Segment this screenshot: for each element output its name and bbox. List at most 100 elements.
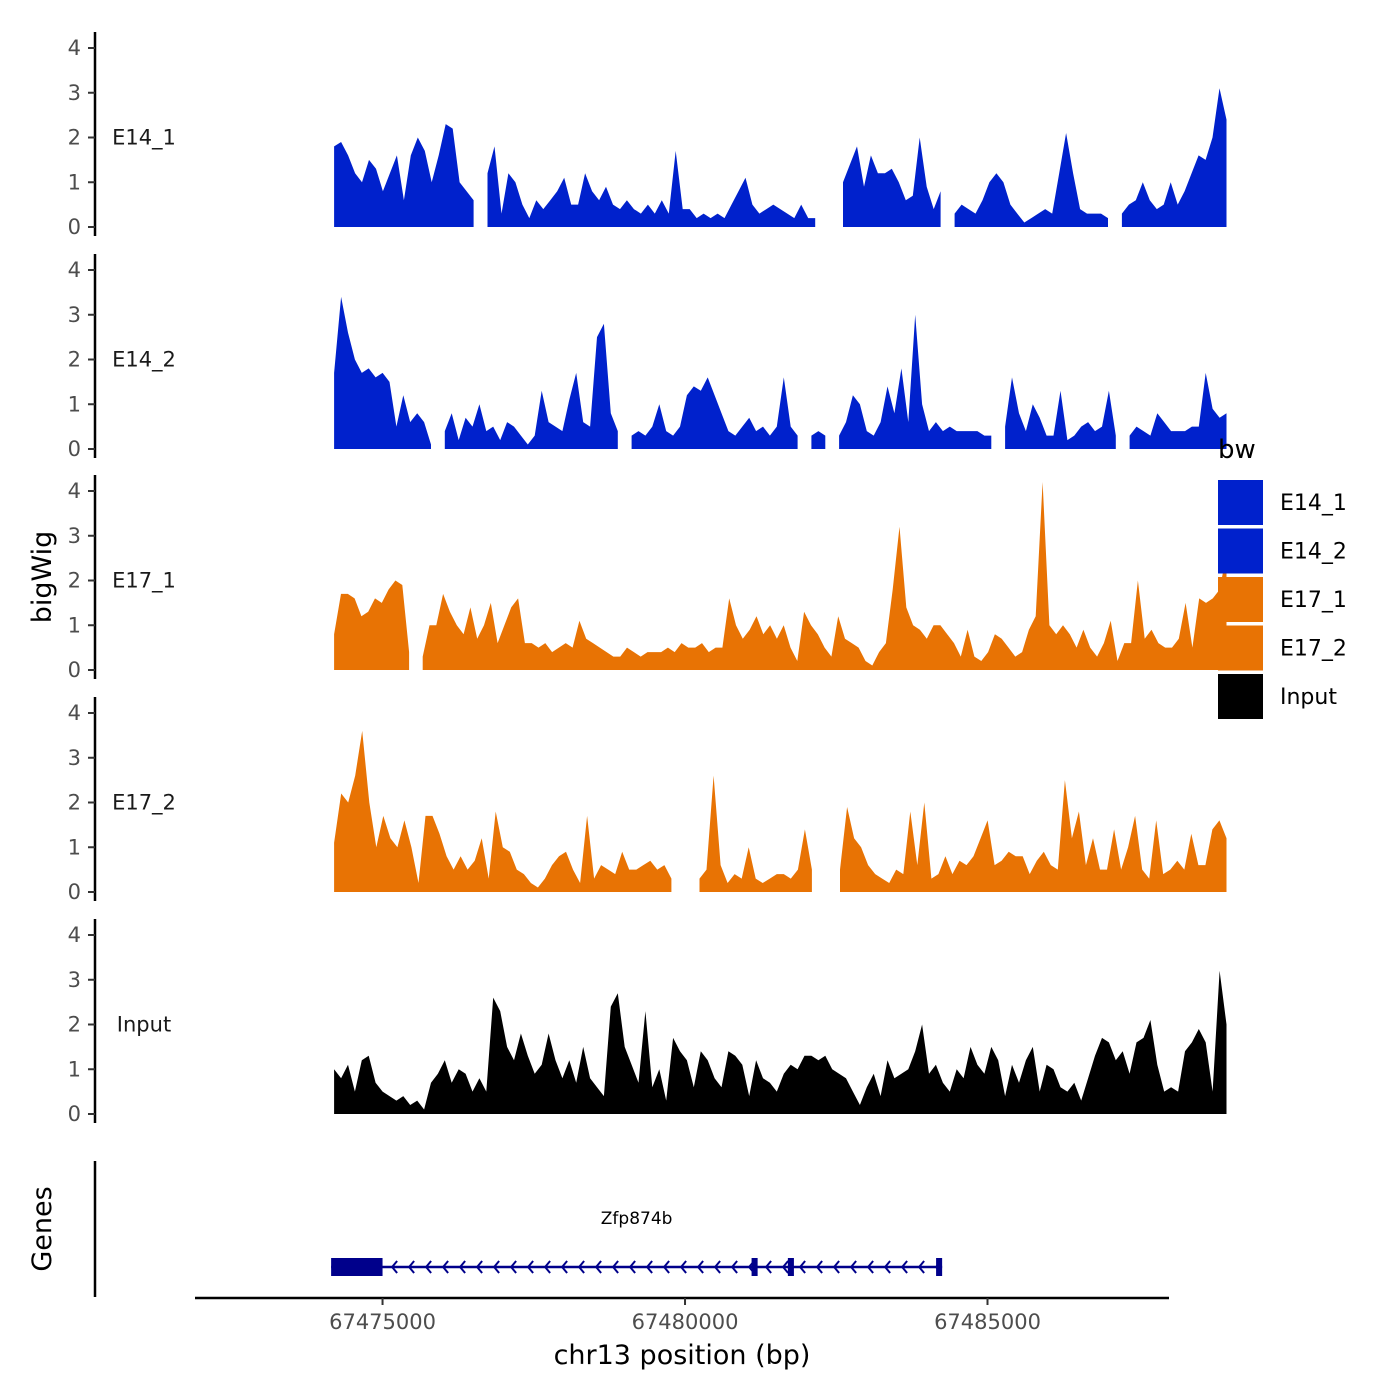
area-E14_2 — [631, 377, 798, 449]
track-E14_1: 0 1 2 3 4 E14_1 — [68, 32, 1227, 239]
strand-arrow — [560, 1260, 568, 1274]
area-E14_1 — [487, 146, 816, 227]
track-Input: 0 1 2 3 4 Input — [68, 919, 1227, 1126]
area-E14_1 — [1121, 88, 1227, 227]
area-E14_2 — [1005, 377, 1116, 449]
strand-arrow — [509, 1260, 517, 1274]
strand-arrow — [475, 1260, 483, 1274]
y-tick-label: 0 — [68, 437, 81, 461]
strand-arrow — [458, 1260, 466, 1274]
strand-arrow — [543, 1260, 551, 1274]
strand-arrow — [696, 1260, 704, 1274]
tracks-area: 0 1 2 3 4 E14_1 0 1 2 3 4 E14_2 0 1 2 3 4 E17_1 0 1 2 3 4 E17_2… — [68, 32, 1227, 1126]
area-E14_1 — [334, 124, 474, 227]
genes-track: Zfp874b — [93, 1161, 943, 1297]
strand-arrow — [730, 1260, 738, 1274]
y-tick-label: 3 — [68, 746, 81, 770]
legend-label-Input: Input — [1280, 685, 1337, 710]
y-tick-label: 4 — [68, 258, 81, 282]
area-E14_1 — [843, 137, 941, 227]
track-label-E14_1: E14_1 — [112, 126, 176, 151]
legend-label-E14_2: E14_2 — [1280, 540, 1347, 565]
area-E17_1 — [334, 580, 410, 670]
y-tick-label: 2 — [68, 791, 81, 815]
legend-key-Input — [1218, 674, 1263, 719]
y-tick-label: 1 — [68, 392, 81, 416]
x-tick-label: 67480000 — [632, 1310, 739, 1334]
legend-key-E17_2 — [1218, 625, 1263, 671]
y-tick-label: 4 — [68, 923, 81, 947]
strand-arrow — [441, 1260, 449, 1274]
y-tick-label: 1 — [68, 835, 81, 859]
y-tick-label: 0 — [68, 215, 81, 239]
gene-exon — [787, 1258, 794, 1276]
area-E14_2 — [334, 296, 431, 449]
strand-arrow — [407, 1260, 415, 1274]
y-tick-label: 4 — [68, 36, 81, 60]
strand-arrow — [815, 1260, 823, 1274]
strand-arrow — [628, 1260, 636, 1274]
area-E14_2 — [811, 431, 826, 449]
gene-label: Zfp874b — [601, 1209, 673, 1229]
gene-exon — [936, 1258, 943, 1276]
y-tick-label: 4 — [68, 701, 81, 725]
area-E14_2 — [1129, 372, 1227, 449]
track-label-Input: Input — [117, 1013, 171, 1037]
strand-arrow — [645, 1260, 653, 1274]
gene-Zfp874b: Zfp874b — [331, 1209, 943, 1276]
y-tick-label: 2 — [68, 348, 81, 372]
strand-arrow — [866, 1260, 874, 1274]
x-axis: 67475000 67480000 67485000 — [195, 1296, 1169, 1334]
gene-exon — [331, 1258, 383, 1276]
strand-arrow — [390, 1260, 398, 1274]
y-axis-title: bigWig — [27, 531, 58, 624]
strand-arrow — [798, 1260, 806, 1274]
area-Input — [334, 970, 1227, 1114]
y-tick-label: 1 — [68, 170, 81, 194]
y-tick-label: 2 — [68, 1013, 81, 1037]
strand-arrow — [662, 1260, 670, 1274]
strand-arrow — [764, 1260, 772, 1274]
genes-axis-title: Genes — [27, 1186, 58, 1271]
track-E14_2: 0 1 2 3 4 E14_2 — [68, 254, 1227, 461]
legend-label-E17_2: E17_2 — [1280, 637, 1347, 662]
strand-arrow — [900, 1260, 908, 1274]
legend-label-E14_1: E14_1 — [1280, 491, 1347, 516]
y-tick-label: 4 — [68, 479, 81, 503]
strand-arrow — [611, 1260, 619, 1274]
strand-arrow — [679, 1260, 687, 1274]
y-tick-label: 3 — [68, 968, 81, 992]
strand-arrow — [917, 1260, 925, 1274]
y-tick-label: 0 — [68, 1102, 81, 1126]
strand-arrow — [594, 1260, 602, 1274]
strand-arrow — [577, 1260, 585, 1274]
legend-key-E14_2 — [1218, 528, 1263, 574]
legend-key-E14_1 — [1218, 480, 1263, 525]
y-tick-label: 3 — [68, 303, 81, 327]
area-E17_2 — [840, 780, 1227, 892]
x-tick-label: 67475000 — [329, 1310, 436, 1334]
legend-title: bw — [1218, 435, 1256, 465]
y-tick-label: 1 — [68, 1057, 81, 1081]
area-E17_2 — [334, 730, 672, 892]
track-label-E17_2: E17_2 — [112, 791, 176, 816]
legend-key-E17_1 — [1218, 577, 1263, 622]
gene-exon — [751, 1258, 758, 1276]
strand-arrow — [849, 1260, 857, 1274]
legend-label-E17_1: E17_1 — [1280, 588, 1347, 613]
strand-arrow — [832, 1260, 840, 1274]
strand-arrow — [781, 1260, 789, 1274]
y-tick-label: 0 — [68, 658, 81, 682]
track-label-E14_2: E14_2 — [112, 348, 176, 373]
y-tick-label: 2 — [68, 569, 81, 593]
strand-arrow — [713, 1260, 721, 1274]
y-tick-label: 3 — [68, 524, 81, 548]
strand-arrow — [883, 1260, 891, 1274]
y-tick-label: 1 — [68, 613, 81, 637]
strand-arrow — [424, 1260, 432, 1274]
area-E14_2 — [839, 314, 992, 449]
y-tick-label: 2 — [68, 126, 81, 150]
area-E14_2 — [444, 323, 618, 449]
area-E14_1 — [954, 133, 1108, 227]
